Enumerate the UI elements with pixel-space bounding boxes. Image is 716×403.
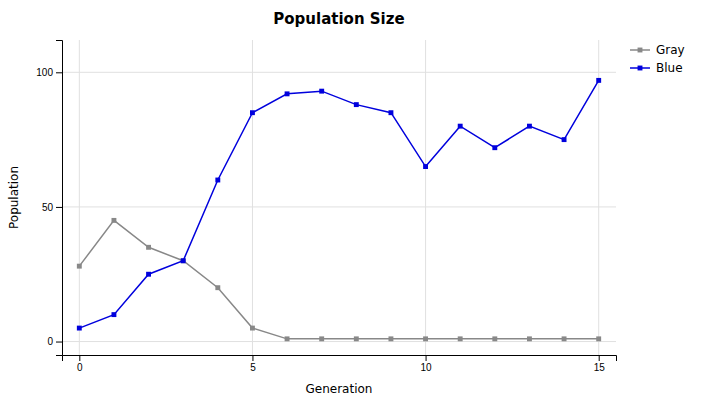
series-marker — [423, 164, 428, 169]
series-line — [79, 220, 598, 338]
series-marker — [215, 178, 220, 183]
plot: 0 5 10 15 0 50 100 — [36, 40, 616, 373]
x-axis-title: Generation — [306, 382, 373, 396]
series-marker — [492, 145, 497, 150]
series-marker — [562, 137, 567, 142]
y-tick-mark — [56, 207, 62, 208]
y-tick-label: 100 — [36, 67, 53, 78]
title: Population Size — [273, 10, 404, 28]
series-marker — [527, 336, 532, 341]
series-marker — [527, 124, 532, 129]
x-tick-label: 5 — [250, 362, 256, 373]
y-tick-mark — [56, 72, 62, 73]
series-marker — [181, 258, 186, 263]
series-marker — [285, 91, 290, 96]
series-marker — [146, 272, 151, 277]
y-tick: 0 — [47, 336, 62, 347]
x-tick: 15 — [594, 355, 606, 373]
series-marker — [354, 336, 359, 341]
series-marker — [181, 258, 186, 263]
series-marker — [423, 336, 428, 341]
y-tick-label: 0 — [47, 336, 53, 347]
series-marker — [111, 312, 116, 317]
y-axis: 0 50 100 — [36, 41, 62, 356]
y-axis-line — [56, 41, 63, 356]
legend-label: Blue — [656, 61, 683, 75]
series-marker — [250, 110, 255, 115]
series-marker — [458, 124, 463, 129]
series-marker — [388, 110, 393, 115]
y-tick-label: 50 — [42, 202, 54, 213]
series-marker — [77, 264, 82, 269]
x-axis: 0 5 10 15 — [63, 355, 617, 373]
series-line — [79, 80, 598, 328]
series-marker — [215, 285, 220, 290]
x-tick-label: 0 — [77, 362, 83, 373]
legend-item: Blue — [630, 61, 683, 75]
y-tick: 50 — [42, 202, 62, 213]
x-tick-mark — [79, 355, 80, 361]
x-axis-line — [63, 356, 617, 362]
x-tick-label: 10 — [421, 362, 433, 373]
x-tick-mark — [426, 355, 427, 361]
legend-marker — [638, 48, 643, 53]
series-marker — [250, 326, 255, 331]
x-tick-mark — [599, 355, 600, 361]
y-grid-line — [62, 72, 616, 73]
series-marker — [319, 336, 324, 341]
series-marker — [354, 102, 359, 107]
legend-label: Gray — [656, 43, 685, 57]
x-grid-line — [425, 40, 426, 355]
series-marker — [562, 336, 567, 341]
x-tick: 10 — [421, 355, 433, 373]
x-tick: 0 — [77, 355, 83, 373]
series-marker — [146, 245, 151, 250]
y-tick-mark — [56, 342, 62, 343]
x-grid-line — [79, 40, 80, 355]
series-marker — [596, 78, 601, 83]
series-marker — [388, 336, 393, 341]
legend-marker — [638, 66, 643, 71]
chart: 0 5 10 15 0 50 100 Population Size Generation Pop… — [0, 0, 716, 403]
series-marker — [458, 336, 463, 341]
y-axis-title: Population — [7, 166, 21, 229]
x-tick-label: 15 — [594, 362, 606, 373]
y-grid-line — [62, 206, 616, 207]
legend: Gray Blue — [630, 43, 685, 75]
x-grid-line — [598, 40, 599, 355]
series-marker — [111, 218, 116, 223]
grid — [62, 40, 616, 355]
series-marker — [285, 336, 290, 341]
series-marker — [596, 336, 601, 341]
y-grid-line — [62, 341, 616, 342]
legend-item: Gray — [630, 43, 685, 57]
y-tick: 100 — [36, 67, 62, 78]
series-marker — [77, 326, 82, 331]
series-marker — [319, 89, 324, 94]
x-grid-line — [252, 40, 253, 355]
series-marker — [492, 336, 497, 341]
x-tick-mark — [252, 355, 253, 361]
marks — [77, 78, 601, 341]
x-tick: 5 — [250, 355, 256, 373]
